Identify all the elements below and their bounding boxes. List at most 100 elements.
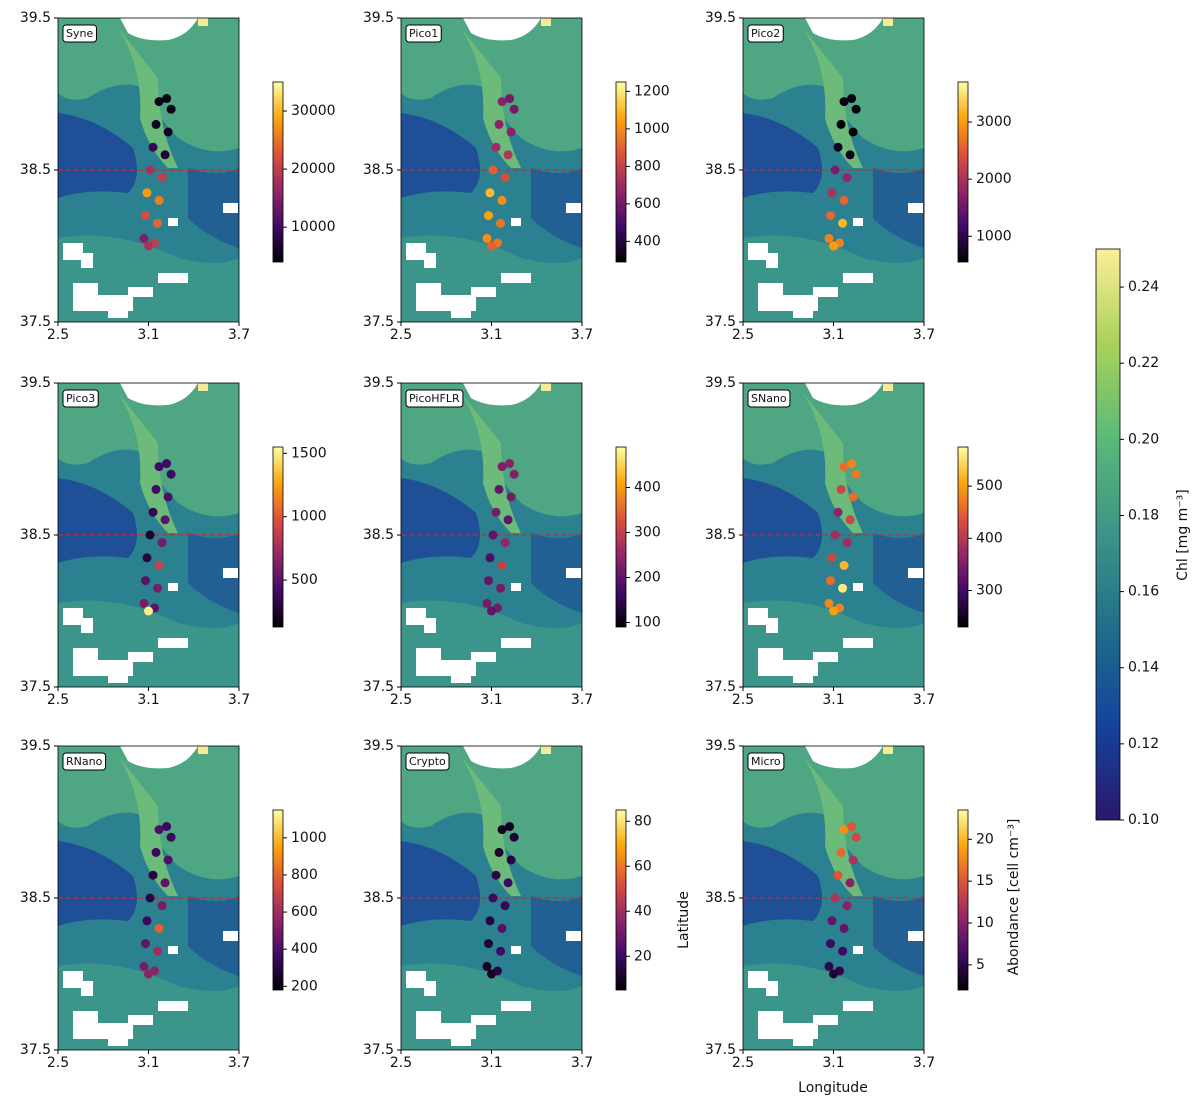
colorbar-tick-label: 1000 bbox=[291, 830, 327, 846]
sample-point bbox=[503, 878, 513, 888]
sample-point bbox=[506, 855, 516, 865]
colorbar-tick-label: 200 bbox=[291, 978, 318, 994]
sample-point bbox=[140, 939, 150, 949]
colorbar-tick-label: 300 bbox=[634, 525, 661, 541]
x-tick-label: 3.1 bbox=[137, 1055, 159, 1071]
sample-point bbox=[842, 538, 852, 548]
panel-label: Micro bbox=[751, 755, 781, 768]
colorbar-tick-label: 20 bbox=[976, 831, 994, 847]
sample-point bbox=[830, 530, 840, 540]
sample-point bbox=[162, 94, 172, 104]
sample-point bbox=[144, 241, 153, 251]
y-tick-label: 39.5 bbox=[20, 10, 51, 26]
sample-point bbox=[829, 969, 838, 979]
colorbar-tick-label: 400 bbox=[634, 233, 661, 249]
y-tick-label: 38.5 bbox=[705, 162, 736, 178]
y-tick-label: 37.5 bbox=[20, 679, 51, 695]
sample-point bbox=[506, 127, 516, 137]
sample-point bbox=[163, 855, 173, 865]
y-tick-label: 38.5 bbox=[20, 527, 51, 543]
sample-point bbox=[144, 969, 153, 979]
colorbar-tick-label: 1500 bbox=[291, 445, 327, 461]
sample-point bbox=[497, 825, 507, 835]
sample-point bbox=[839, 825, 849, 835]
y-tick-label: 39.5 bbox=[363, 738, 394, 754]
sample-point bbox=[494, 119, 504, 129]
colorbar-tick-label: 15 bbox=[976, 873, 994, 889]
sample-point bbox=[833, 870, 843, 880]
sample-point bbox=[505, 822, 515, 832]
sample-point bbox=[825, 939, 835, 949]
colorbar-tick-label: 0.10 bbox=[1128, 812, 1159, 828]
sample-point bbox=[839, 923, 849, 933]
sample-point bbox=[157, 173, 167, 183]
colorbar-tick-label: 800 bbox=[634, 158, 661, 174]
sample-point bbox=[497, 923, 507, 933]
y-tick-label: 39.5 bbox=[20, 375, 51, 391]
sample-point bbox=[839, 97, 849, 107]
x-tick-label: 2.5 bbox=[390, 1055, 412, 1071]
colorbar-tick-label: 20 bbox=[634, 948, 652, 964]
panel-label-box bbox=[405, 752, 450, 771]
sample-point bbox=[145, 893, 155, 903]
y-tick-label: 37.5 bbox=[705, 679, 736, 695]
colorbar-tick-label: 100 bbox=[634, 615, 661, 631]
colorbar-tick-label: 0.24 bbox=[1128, 279, 1159, 295]
colorbar-tick-label: 0.22 bbox=[1128, 355, 1159, 371]
sample-point bbox=[151, 847, 161, 857]
sample-point bbox=[838, 218, 848, 228]
sample-point bbox=[836, 484, 846, 494]
sample-point bbox=[154, 97, 164, 107]
colorbar-tick-label: 300 bbox=[976, 582, 1003, 598]
colorbar-tick-label: 40 bbox=[634, 903, 652, 919]
colorbar-tick-label: 200 bbox=[634, 570, 661, 586]
sample-point bbox=[848, 855, 858, 865]
sample-point bbox=[483, 939, 493, 949]
panel-label: Pico2 bbox=[751, 27, 780, 40]
sample-point bbox=[851, 469, 861, 479]
sample-point bbox=[830, 893, 840, 903]
colorbar bbox=[615, 809, 627, 991]
colorbar bbox=[615, 446, 627, 628]
sample-point bbox=[497, 195, 507, 205]
sample-point bbox=[154, 923, 164, 933]
sample-point bbox=[139, 598, 149, 608]
sample-point bbox=[836, 119, 846, 129]
colorbar-tick-label: 10 bbox=[976, 915, 994, 931]
sample-point bbox=[153, 218, 163, 228]
sample-point bbox=[827, 553, 837, 563]
y-tick-label: 38.5 bbox=[363, 890, 394, 906]
y-tick-label: 38.5 bbox=[20, 162, 51, 178]
y-tick-label: 38.5 bbox=[20, 890, 51, 906]
sample-point bbox=[827, 916, 837, 926]
panel-label: Syne bbox=[66, 27, 93, 40]
sample-point bbox=[851, 832, 861, 842]
y-tick-label: 39.5 bbox=[363, 375, 394, 391]
sample-point bbox=[845, 878, 855, 888]
colorbar bbox=[272, 809, 284, 991]
colorbar-tick-label: 2000 bbox=[976, 171, 1012, 187]
colorbar-label: Abondance [cell cm⁻³] bbox=[1006, 819, 1022, 976]
panel-label-box bbox=[405, 389, 464, 408]
sample-point bbox=[140, 576, 150, 586]
colorbar bbox=[957, 81, 969, 263]
colorbar-tick-label: 800 bbox=[291, 867, 318, 883]
x-tick-label: 3.7 bbox=[571, 692, 593, 708]
panel-label: Pico3 bbox=[66, 392, 95, 405]
y-tick-label: 37.5 bbox=[363, 1042, 394, 1058]
sample-point bbox=[162, 459, 172, 469]
sample-point bbox=[491, 142, 501, 152]
sample-point bbox=[824, 961, 834, 971]
sample-point bbox=[845, 150, 855, 160]
sample-point bbox=[142, 553, 152, 563]
panel-label-box bbox=[747, 389, 791, 408]
x-tick-label: 2.5 bbox=[390, 692, 412, 708]
colorbar-tick-label: 3000 bbox=[976, 114, 1012, 130]
x-tick-label: 3.1 bbox=[822, 692, 844, 708]
sample-point bbox=[148, 507, 158, 517]
panel-label-box bbox=[62, 24, 97, 43]
panel-label-box bbox=[62, 389, 99, 408]
x-tick-label: 2.5 bbox=[732, 1055, 754, 1071]
sample-point bbox=[509, 469, 519, 479]
colorbar-tick-label: 5 bbox=[976, 957, 985, 973]
